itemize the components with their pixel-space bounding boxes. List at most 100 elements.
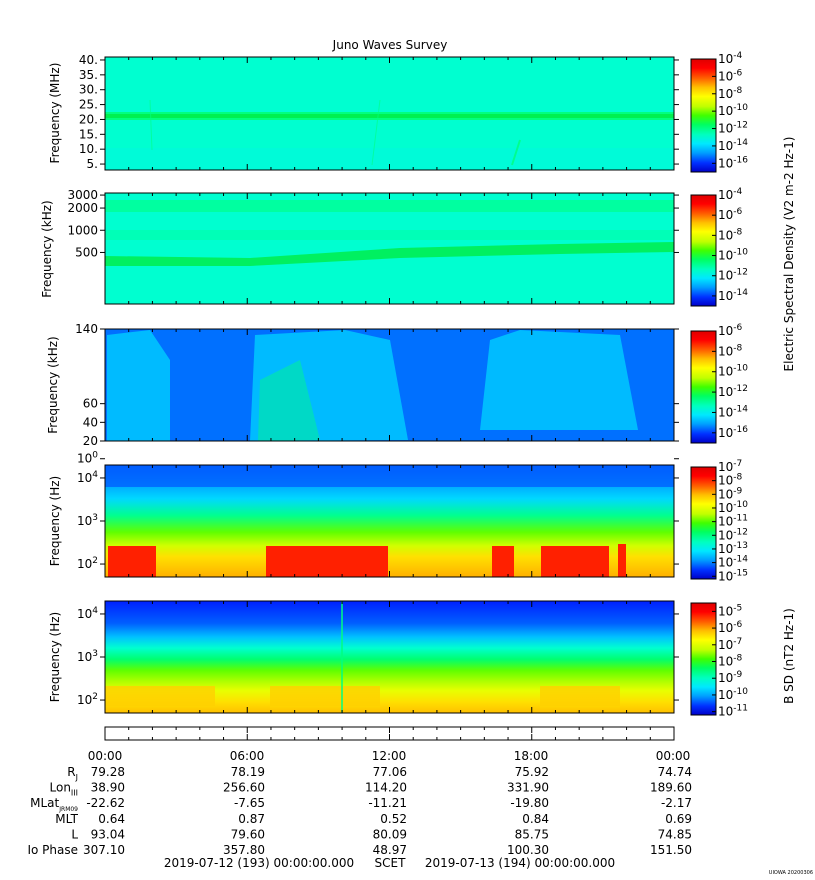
colorbar-4-tick-label: 10-9 — [718, 486, 743, 501]
panel-4-ytick-label: 103 — [77, 513, 98, 528]
panel-hz-electric-hot-region — [618, 544, 626, 577]
colorbar-magnetic-label: B SD (nT2 Hz-1) — [782, 608, 796, 704]
ephemeris-value: -2.17 — [661, 796, 692, 810]
panel-mhz: Frequency (MHz) — [48, 56, 675, 171]
colorbar-5-tick-label: 10-6 — [718, 620, 743, 635]
colorbar-1-tick-label: 10-12 — [718, 121, 748, 136]
ephemeris-value: -22.62 — [86, 796, 125, 810]
ephemeris-value: 331.90 — [507, 781, 549, 795]
panel-mhz-burst — [149, 99, 153, 151]
ephemeris-value: 74.85 — [658, 827, 692, 841]
panel-3-ytick-label: 60 — [83, 397, 98, 411]
ephemeris-row-label: MLT — [55, 812, 78, 826]
ephemeris-value: -7.65 — [234, 796, 265, 810]
panel-1-ytick-label: 40. — [79, 53, 98, 67]
panel-hz-electric-ylabel: Frequency (Hz) — [48, 476, 62, 567]
ephemeris-row-label: RJ — [67, 765, 78, 782]
ephemeris-value: -11.21 — [368, 796, 407, 810]
panel-khz-high-ylabel: Frequency (kHz) — [40, 200, 54, 297]
ephemeris-value: 0.84 — [522, 812, 549, 826]
colorbar-3-scale — [690, 330, 717, 444]
colorbar-3-tick-label: 10-12 — [718, 384, 748, 399]
ephemeris-time-label: 18:00 — [514, 749, 549, 763]
ephemeris-value: 0.52 — [380, 812, 407, 826]
colorbar-4-tick-label: 10-11 — [718, 514, 748, 529]
panel-3-ytick-label: 20 — [83, 434, 98, 448]
panel-hz-electric-hot-region — [541, 546, 609, 577]
panel-khz-low-burst — [480, 330, 638, 430]
panel-hz-magnetic-band — [540, 686, 620, 706]
colorbar-4-tick-label: 10-12 — [718, 527, 748, 542]
colorbar-1-tick-label: 10-4 — [718, 51, 743, 66]
colorbar-1 — [690, 58, 717, 173]
panel-3-ytick-label: 40 — [83, 415, 98, 429]
panel-khz-high-upper-band — [105, 200, 674, 212]
ephemeris-value: -19.80 — [510, 796, 549, 810]
colorbar-5-tick-label: 10-9 — [718, 670, 743, 685]
colorbar-4-tick-label: 10-10 — [718, 500, 748, 515]
ephemeris-value: 307.10 — [83, 843, 125, 857]
ephemeris-value: 357.80 — [223, 843, 265, 857]
colorbar-3-tick-label: 10-8 — [718, 343, 743, 358]
panel-1-ytick-label: 20. — [79, 112, 98, 126]
ephemeris-value: 256.60 — [223, 781, 265, 795]
panel-hz-magnetic-band — [270, 686, 380, 706]
colorbar-1-tick-label: 10-14 — [718, 138, 748, 153]
ephemeris-time-label: 12:00 — [372, 749, 407, 763]
panel-hz-electric-hot-region — [492, 546, 514, 577]
colorbar-1-scale — [690, 58, 717, 173]
colorbar-4-tick-label: 10-7 — [718, 459, 742, 474]
panel-4-ytick-label: 104 — [77, 470, 98, 485]
ephemeris-value: 114.20 — [365, 781, 407, 795]
panel-hz-magnetic-ylabel: Frequency (Hz) — [48, 612, 62, 703]
panel-khz-high-emission-band — [105, 242, 674, 266]
panel-2-ytick-label: 3000 — [67, 188, 98, 202]
panel-hz-magnetic-band — [105, 686, 215, 706]
colorbar-4-tick-label: 10-14 — [718, 555, 748, 570]
panel-2-ytick-label: 2000 — [67, 201, 98, 215]
panel-1-ytick-label: 35. — [79, 68, 98, 82]
panel-khz-low-burst — [107, 330, 170, 441]
colorbar-1-tick-label: 10-6 — [718, 68, 743, 83]
panel-hz-electric-hot-region — [266, 546, 388, 577]
panel-5-ytick-label: 102 — [77, 692, 98, 707]
panel-khz-high-mid-band — [105, 230, 674, 240]
ephemeris-row-label: L — [71, 827, 78, 841]
ephemeris-value: 38.90 — [91, 781, 125, 795]
colorbar-5-tick-label: 10-10 — [718, 687, 748, 702]
colorbar-2-tick-label: 10-6 — [718, 207, 743, 222]
colorbar-5-scale — [690, 602, 717, 716]
ephemeris-value: 0.64 — [98, 812, 125, 826]
colorbar-3-tick-label: 10-16 — [718, 425, 748, 440]
colorbar-3-tick-label: 10-10 — [718, 364, 748, 379]
ephemeris-row-label: MLatJRM09 — [30, 796, 78, 813]
panel-5-ytick-label: 104 — [77, 606, 98, 621]
ephemeris-value: 189.60 — [650, 781, 692, 795]
colorbar-5-tick-label: 10-5 — [718, 603, 742, 618]
panel-khz-low-burst-core — [258, 360, 320, 441]
ephemeris-value: 79.60 — [231, 827, 265, 841]
colorbar-2-tick-label: 10-8 — [718, 227, 743, 242]
ephemeris-value: 151.50 — [650, 843, 692, 857]
generated-marks: 40.35.30.25.20.15.10.5. 10-4 10-6 10-8 10-10… — [27, 51, 748, 857]
panel-2-ytick-label: 500 — [75, 245, 98, 259]
panel-5-ytick-label: 103 — [77, 649, 98, 664]
colorbar-2-tick-label: 10-12 — [718, 268, 748, 283]
ephemeris-value: 80.09 — [373, 827, 407, 841]
colorbar-1-tick-label: 10-10 — [718, 103, 748, 118]
panel-3-ytick-label: 140 — [75, 322, 98, 336]
footer-scet-label: SCET — [375, 856, 407, 870]
ephemeris-row-label: LonIII — [50, 781, 79, 798]
colorbar-electric-label: Electric Spectral Density (V2 m-2 Hz-1) — [782, 137, 796, 372]
ephemeris-value: 48.97 — [373, 843, 407, 857]
colorbar-3-tick-label: 10-14 — [718, 404, 748, 419]
ephemeris-value: 77.06 — [373, 765, 407, 779]
colorbar-5 — [690, 602, 717, 716]
panel-4-ytick-label: 102 — [77, 556, 98, 571]
panel-3-ytick-label: 100 — [77, 451, 98, 466]
panel-khz-low: Frequency (kHz) — [46, 328, 675, 442]
ephemeris-value: 93.04 — [91, 827, 125, 841]
colorbar-2 — [690, 194, 717, 307]
colorbar-3-tick-label: 10-6 — [718, 323, 743, 338]
panel-2-ytick-label: 1000 — [67, 223, 98, 237]
